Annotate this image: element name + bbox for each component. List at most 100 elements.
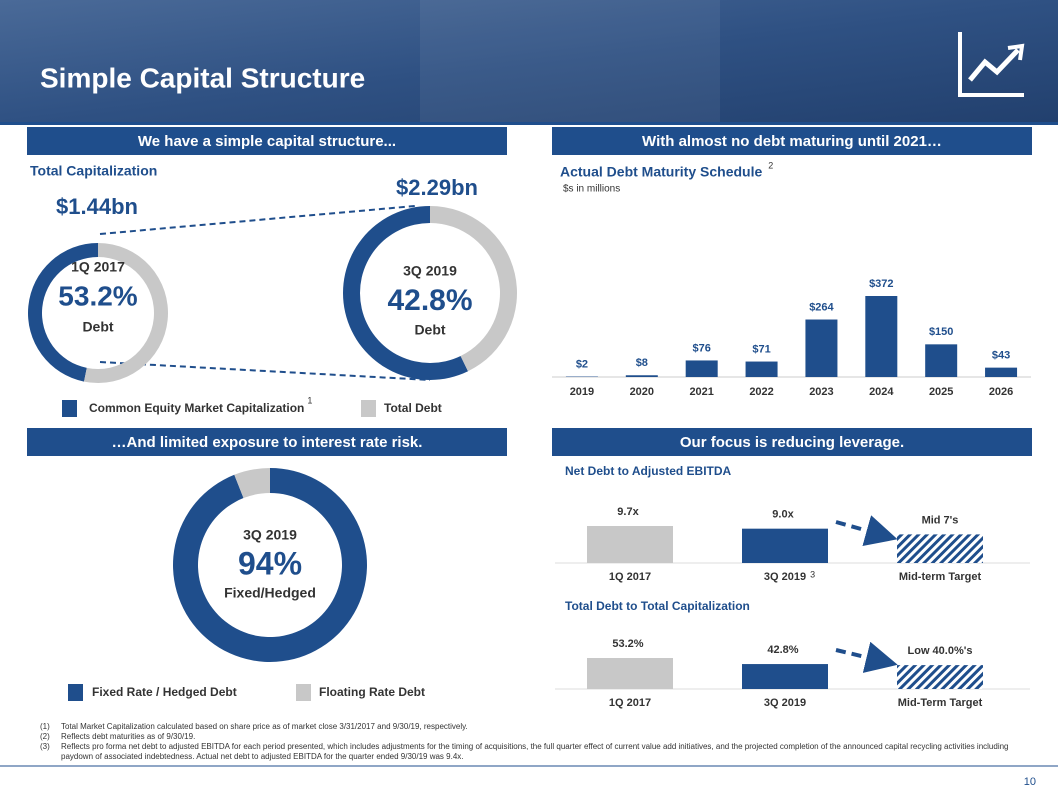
category-label: 2019 — [570, 386, 594, 398]
legend-label: Common Equity Market Capitalization — [89, 401, 304, 415]
bar — [865, 296, 898, 377]
value-label: $372 — [869, 278, 893, 290]
value-label: $76 — [693, 342, 711, 354]
panel-header — [552, 428, 1032, 456]
legend-swatch — [296, 684, 311, 701]
legend-swatch — [68, 684, 83, 701]
value-label: $2 — [576, 358, 588, 370]
value-label: 9.7x — [617, 506, 639, 518]
category-label: 2021 — [689, 386, 713, 398]
center-value: 53.2% — [58, 280, 137, 311]
category-label: Mid-Term Target — [898, 697, 983, 709]
arrow — [835, 515, 898, 547]
title-note: 2 — [768, 160, 773, 170]
chart-icon — [958, 32, 1025, 97]
panel-header — [552, 127, 1032, 155]
category-label: 2020 — [630, 386, 654, 398]
category-label: Mid-term Target — [899, 571, 982, 583]
legend-note: 1 — [307, 395, 312, 405]
bar — [897, 665, 983, 689]
slide-title: Simple Capital Structure — [40, 62, 365, 93]
panel-header-text: Our focus is reducing leverage. — [680, 434, 904, 451]
donut-segment — [234, 468, 270, 499]
footnote: (1) Total Market Capitalization calculate… — [40, 722, 1030, 732]
panel-title: Net Debt to Adjusted EBITDA — [565, 464, 732, 478]
value-label: 53.2% — [612, 638, 643, 650]
arrow — [835, 641, 898, 673]
bar — [985, 367, 1018, 377]
footnote-marker: (1) — [40, 722, 50, 731]
category-label: 3Q 2019 — [764, 571, 806, 583]
donut-segment — [28, 243, 98, 382]
legend-swatch — [361, 400, 376, 417]
chart-title: Total Capitalization — [30, 163, 157, 179]
category-label: 2026 — [989, 386, 1013, 398]
bar — [742, 664, 828, 689]
total-label: $2.29bn — [396, 175, 478, 200]
footnote: (2) Reflects debt maturities as of 9/30/1… — [40, 732, 1030, 742]
category-label: 1Q 2017 — [609, 697, 651, 709]
value-label: Low 40.0%'s — [908, 645, 973, 657]
category-label: 2023 — [809, 386, 833, 398]
category-label: 2024 — [869, 386, 894, 398]
footnote-marker: (3) — [40, 742, 50, 751]
value-label: $150 — [929, 326, 953, 338]
value-label: Mid 7's — [922, 514, 959, 526]
donut-segment — [343, 206, 469, 380]
category-label: 2025 — [929, 386, 953, 398]
period-label: 1Q 2017 — [71, 259, 125, 275]
center-value: 42.8% — [387, 284, 472, 317]
value-label: $8 — [636, 357, 648, 369]
bar — [897, 534, 983, 563]
chart-title: Actual Debt Maturity Schedule — [560, 164, 762, 180]
legend-label: Floating Rate Debt — [319, 685, 425, 699]
period-label: 3Q 2019 — [403, 263, 457, 279]
center-label: Debt — [414, 322, 445, 338]
legend-label: Fixed Rate / Hedged Debt — [92, 685, 237, 699]
value-label: 42.8% — [767, 644, 798, 656]
bar — [685, 360, 718, 377]
value-label: $71 — [752, 343, 770, 355]
period-label: 3Q 2019 — [243, 527, 297, 543]
connector — [99, 205, 416, 235]
center-value: 94% — [238, 545, 302, 581]
page-number: 10 — [1024, 776, 1036, 788]
header-rule — [0, 122, 1058, 125]
footnote-marker: (2) — [40, 732, 50, 741]
center-label: Fixed/Hedged — [224, 585, 316, 601]
value-label: 9.0x — [772, 509, 794, 521]
bar — [745, 361, 778, 377]
panel-header — [27, 127, 507, 155]
bar — [625, 375, 658, 377]
footnote-text: Reflects debt maturities as of 9/30/19. — [61, 732, 196, 741]
donut-segment — [84, 243, 169, 383]
value-label: $43 — [992, 350, 1010, 362]
connector — [99, 361, 431, 381]
legend-label: Total Debt — [384, 401, 442, 415]
value-label: $264 — [809, 301, 834, 313]
panel-header — [27, 428, 507, 456]
panel-header-text: We have a simple capital structure... — [138, 133, 396, 150]
bar — [587, 526, 673, 563]
bar — [587, 658, 673, 689]
footnote-text: Reflects pro forma net debt to adjusted … — [61, 742, 1009, 761]
footnote: (3) Reflects pro forma net debt to adjust… — [40, 742, 1030, 762]
donut-segment — [430, 206, 518, 372]
panel-header-text: With almost no debt maturing until 2021… — [642, 133, 942, 150]
panel-header-text: …And limited exposure to interest rate r… — [112, 434, 423, 451]
category-label: 2022 — [749, 386, 773, 398]
center-label: Debt — [82, 319, 113, 335]
category-note: 3 — [810, 569, 815, 579]
legend-swatch — [62, 400, 77, 417]
category-label: 3Q 2019 — [764, 697, 806, 709]
footnotes: (1) Total Market Capitalization calculate… — [40, 722, 1030, 762]
total-label: $1.44bn — [56, 194, 138, 219]
footnote-text: Total Market Capitalization calculated b… — [61, 722, 468, 731]
bar — [805, 319, 838, 377]
category-label: 1Q 2017 — [609, 571, 651, 583]
panel-title: Total Debt to Total Capitalization — [565, 599, 750, 613]
bar — [742, 528, 828, 563]
bar — [925, 344, 958, 377]
